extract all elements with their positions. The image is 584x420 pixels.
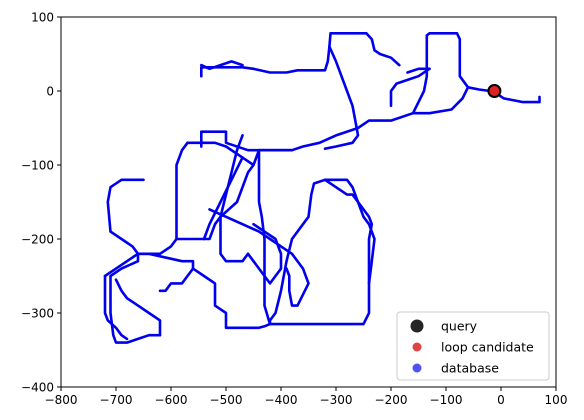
- y-tick-label: −200: [21, 233, 54, 247]
- database-path-4: [389, 67, 431, 108]
- database-path-21: [323, 178, 374, 285]
- legend-box: [396, 311, 550, 381]
- axes-frame: [60, 16, 557, 388]
- y-axis: 100 0 −100 −200 −300 −400: [21, 11, 61, 395]
- database-path-13: [208, 208, 310, 307]
- database-path-2: [411, 86, 470, 115]
- x-tick-label: −800: [45, 393, 78, 407]
- legend-marker-1: [412, 342, 422, 352]
- legend-label-0: query: [441, 319, 478, 334]
- x-tick-label: −100: [430, 393, 463, 407]
- legend-label-2: database: [441, 361, 499, 376]
- y-tick-label: 100: [31, 11, 54, 25]
- database-path-14: [219, 134, 283, 285]
- database-path-9: [200, 60, 244, 71]
- database-path-12: [202, 156, 244, 241]
- x-tick-label: 100: [545, 393, 568, 407]
- loop-candidate-point-0: [489, 86, 500, 96]
- legend-label-1: loop candidate: [441, 340, 534, 355]
- database-path-20: [252, 322, 272, 330]
- x-tick-label: −600: [155, 393, 188, 407]
- database-path-7: [365, 31, 401, 67]
- y-tick-label: −300: [21, 307, 54, 321]
- database-path-5: [406, 67, 431, 74]
- y-tick-label: −100: [21, 159, 54, 173]
- x-tick-label: −400: [265, 393, 298, 407]
- y-tick-label: −400: [21, 381, 54, 395]
- x-tick-label: −500: [210, 393, 243, 407]
- database-path-8: [323, 45, 360, 150]
- query-points: [487, 84, 502, 98]
- x-axis: −800 −700 −600 −500 −400 −300 −200 −100 0 100: [45, 387, 568, 407]
- legend-marker-0: [410, 319, 424, 333]
- legend-marker-2: [412, 363, 422, 373]
- x-tick-label: −700: [100, 393, 133, 407]
- database-path-0: [425, 31, 541, 104]
- legend: query loop candidate database: [396, 311, 550, 381]
- database-path-6: [200, 31, 368, 78]
- database-path-18: [103, 274, 129, 341]
- database-path-1: [200, 34, 429, 152]
- database-path-16: [109, 252, 162, 344]
- database-trajectory: [103, 31, 541, 344]
- y-tick-label: 0: [46, 85, 54, 99]
- x-tick-label: −300: [320, 393, 353, 407]
- database-path-11: [175, 141, 255, 241]
- database-path-15: [106, 178, 178, 256]
- database-path-19: [158, 267, 195, 293]
- x-tick-label: 0: [497, 393, 505, 407]
- x-tick-label: −200: [375, 393, 408, 407]
